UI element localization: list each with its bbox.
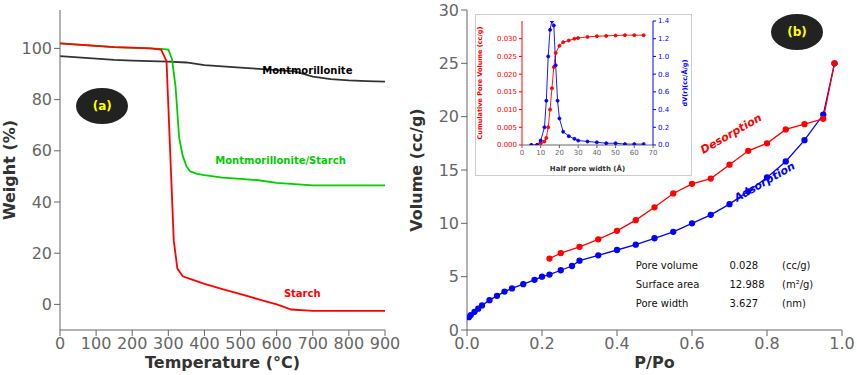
html-text:0.028: 0.028	[729, 259, 759, 271]
svg-text:0.8: 0.8	[658, 71, 669, 79]
svg-text:Starch: Starch	[284, 288, 321, 299]
html-text:(nm): (nm)	[782, 298, 806, 309]
html-text:(m²/g): (m²/g)	[782, 278, 814, 290]
svg-text:Adsorption: Adsorption	[731, 159, 797, 205]
svg-text:60: 60	[629, 149, 638, 157]
svg-text:0.6: 0.6	[658, 88, 670, 96]
svg-text:5: 5	[449, 267, 459, 286]
svg-text:1.4: 1.4	[658, 17, 670, 25]
svg-text:Volume (cc/g): Volume (cc/g)	[407, 108, 426, 231]
svg-text:0: 0	[55, 334, 65, 353]
svg-text:Montmorillonite/Starch: Montmorillonite/Starch	[215, 155, 346, 166]
html-text:(b): (b)	[787, 25, 807, 40]
svg-text:20: 20	[439, 107, 459, 126]
svg-text:0.4: 0.4	[604, 334, 629, 353]
svg-text:0: 0	[42, 295, 52, 314]
svg-text:10: 10	[536, 149, 545, 157]
html-text:12.988: 12.988	[729, 278, 765, 290]
svg-text:60: 60	[32, 141, 52, 160]
svg-text:0.015: 0.015	[496, 88, 516, 96]
svg-text:Cumulative Pore Volume (cc/g): Cumulative Pore Volume (cc/g)	[476, 27, 484, 140]
svg-text:Temperature (°C): Temperature (°C)	[145, 353, 300, 372]
svg-text:0.025: 0.025	[496, 53, 516, 61]
svg-text:20: 20	[32, 244, 52, 263]
html-text:(cc/g): (cc/g)	[782, 259, 811, 271]
svg-text:0: 0	[519, 149, 523, 157]
svg-text:1.0: 1.0	[829, 334, 849, 353]
svg-text:0.8: 0.8	[754, 334, 779, 353]
svg-text:0.2: 0.2	[658, 124, 669, 132]
svg-text:dV(r)(cc/Å/g): dV(r)(cc/Å/g)	[680, 60, 689, 107]
svg-text:Weight (%): Weight (%)	[8, 120, 19, 220]
svg-text:0.4: 0.4	[658, 106, 670, 114]
html-text:3.627: 3.627	[729, 298, 759, 309]
svg-text:700: 700	[298, 334, 329, 353]
svg-text:P/Po: P/Po	[634, 353, 674, 372]
svg-text:40: 40	[32, 193, 52, 212]
svg-text:1.0: 1.0	[658, 53, 669, 61]
svg-text:30: 30	[573, 149, 582, 157]
svg-text:0.020: 0.020	[496, 71, 516, 79]
svg-text:Desorption: Desorption	[698, 111, 764, 157]
svg-text:80: 80	[32, 90, 52, 109]
svg-text:0.010: 0.010	[496, 106, 516, 114]
html-text:Pore volume: Pore volume	[635, 259, 698, 271]
svg-text:20: 20	[554, 149, 563, 157]
svg-text:400: 400	[189, 334, 220, 353]
svg-text:0.2: 0.2	[529, 334, 554, 353]
svg-text:0.6: 0.6	[679, 334, 704, 353]
svg-text:10: 10	[439, 214, 459, 233]
svg-text:70: 70	[648, 149, 657, 157]
svg-text:0: 0	[449, 321, 459, 340]
svg-text:0.0: 0.0	[454, 334, 480, 354]
svg-text:1.2: 1.2	[658, 35, 669, 43]
svg-text:15: 15	[439, 161, 459, 180]
svg-text:0.0: 0.0	[658, 141, 669, 149]
svg-text:0.005: 0.005	[496, 124, 516, 132]
svg-text:200: 200	[117, 334, 148, 353]
svg-text:100: 100	[21, 39, 52, 58]
svg-text:0.030: 0.030	[496, 35, 516, 43]
svg-text:300: 300	[153, 334, 184, 353]
svg-text:0.000: 0.000	[496, 141, 516, 149]
svg-text:100: 100	[81, 334, 112, 353]
html-text:(a): (a)	[92, 99, 112, 113]
svg-text:600: 600	[261, 334, 292, 353]
svg-text:500: 500	[225, 334, 256, 353]
svg-text:30: 30	[439, 1, 459, 20]
svg-text:50: 50	[611, 149, 620, 157]
svg-text:Montmorillonite: Montmorillonite	[262, 65, 352, 76]
svg-text:800: 800	[334, 334, 365, 353]
html-text:Pore width: Pore width	[635, 298, 689, 309]
svg-text:25: 25	[439, 54, 459, 73]
svg-text:900: 900	[370, 334, 400, 353]
html-text:Surface area: Surface area	[635, 278, 700, 290]
svg-text:40: 40	[592, 149, 601, 157]
svg-text:Half pore width (Å): Half pore width (Å)	[549, 164, 624, 173]
